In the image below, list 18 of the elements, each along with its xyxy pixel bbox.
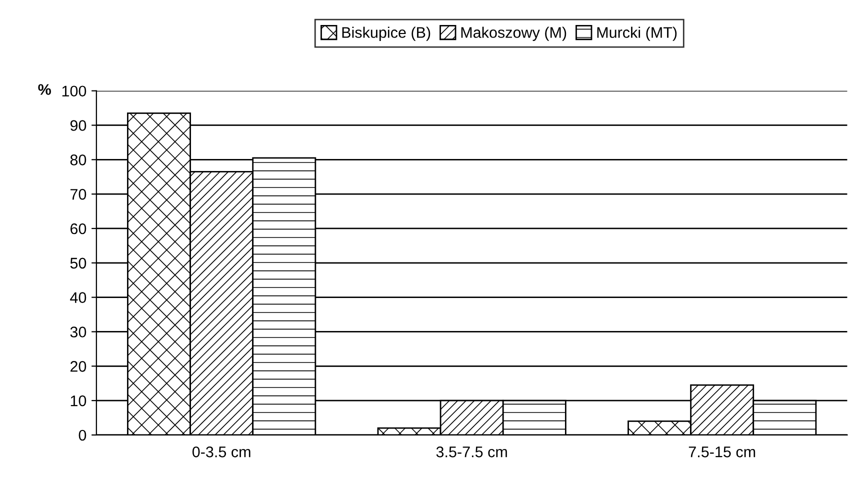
y-tick-label: 70 [70,188,86,200]
legend-label: Makoszowy (M) [461,26,566,41]
y-tick-label: 20 [70,361,86,372]
y-tick-label: 30 [70,326,86,338]
y-tick-label: 10 [70,395,86,406]
y-tick-label: 50 [70,258,86,269]
y-tick-label: 100 [62,86,86,97]
legend-label: Biskupice (B) [342,26,430,41]
y-tick-label: 80 [70,154,86,166]
y-tick-label: 90 [70,120,86,131]
y-axis-title: % [38,84,51,95]
y-tick-label: 0 [78,430,86,441]
x-tick-label: 0-3.5 cm [192,446,250,458]
legend-label: Murcki (MT) [597,26,677,41]
x-tick-label: 7.5-15 cm [688,446,756,458]
x-tick-label: 3.5-7.5 cm [436,446,507,458]
y-tick-label: 60 [70,223,86,234]
y-tick-label: 40 [70,292,86,303]
